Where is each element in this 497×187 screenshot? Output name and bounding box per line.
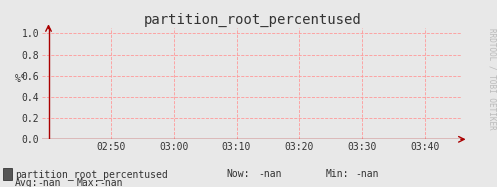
Text: partition_root_percentused: partition_root_percentused — [15, 169, 167, 180]
Text: RRDTOOL / TOBI OETIKER: RRDTOOL / TOBI OETIKER — [487, 28, 496, 129]
Y-axis label: %°: %° — [14, 74, 26, 84]
Text: -nan: -nan — [258, 169, 282, 179]
Text: Max:: Max: — [77, 178, 100, 187]
Text: Avg:: Avg: — [15, 178, 38, 187]
Title: partition_root_percentused: partition_root_percentused — [143, 13, 361, 27]
Text: Now:: Now: — [226, 169, 249, 179]
Text: -nan: -nan — [355, 169, 379, 179]
Text: Min:: Min: — [326, 169, 349, 179]
Text: -nan: -nan — [37, 178, 61, 187]
Text: -nan: -nan — [99, 178, 123, 187]
